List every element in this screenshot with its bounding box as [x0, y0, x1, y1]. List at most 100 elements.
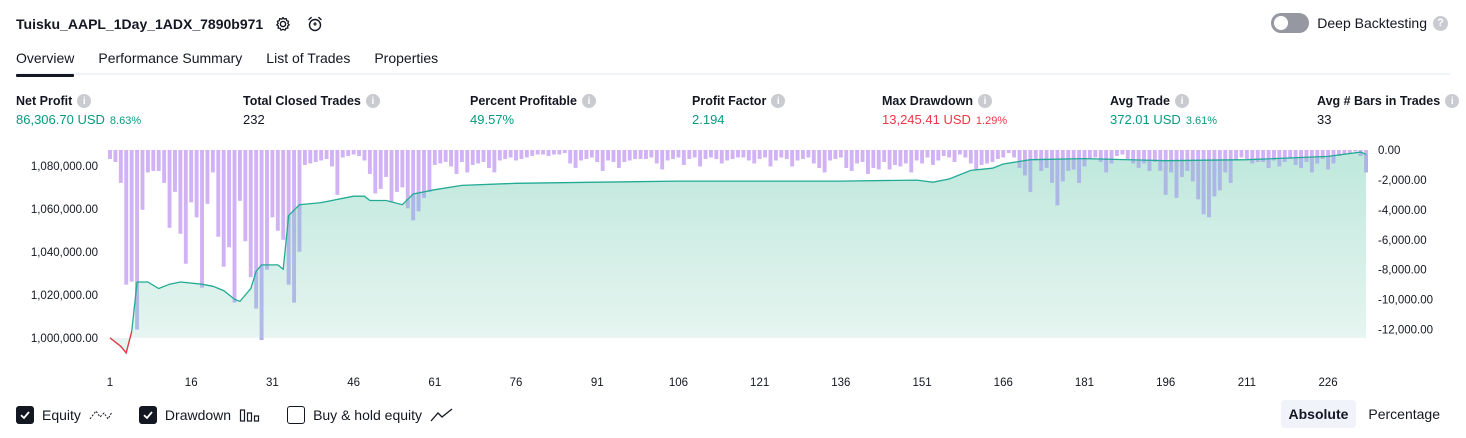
metric-profit-factor: Profit Factor i 2.194: [692, 94, 785, 127]
drawdown-bar: [931, 150, 935, 165]
metric-label: Percent Profitable: [470, 94, 577, 108]
deep-backtesting: Deep Backtesting ?: [1271, 13, 1448, 33]
drawdown-bar: [1093, 150, 1097, 157]
drawdown-bar: [806, 150, 810, 157]
percentage-button[interactable]: Percentage: [1360, 400, 1448, 428]
drawdown-bar: [601, 150, 605, 171]
drawdown-bar-overlap: [1202, 160, 1206, 214]
metric-label: Avg Trade: [1110, 94, 1170, 108]
drawdown-bar: [958, 150, 962, 154]
drawdown-bar-overlap: [298, 205, 302, 252]
metric-percent-profitable: Percent Profitable i 49.57%: [470, 94, 596, 127]
drawdown-bar: [714, 150, 718, 159]
drawdown-bar: [498, 150, 502, 160]
drawdown-bar: [953, 150, 957, 162]
tab-list-of-trades[interactable]: List of Trades: [266, 44, 350, 75]
drawdown-bar: [113, 150, 117, 162]
scale-mode-switch: Absolute Percentage: [1277, 400, 1449, 428]
drawdown-bar-overlap: [1164, 161, 1168, 195]
drawdown-bar-overlap: [1218, 160, 1222, 190]
info-icon[interactable]: i: [978, 94, 992, 108]
drawdown-bar: [189, 150, 193, 202]
drawdown-bar: [828, 150, 832, 160]
tab-performance-summary[interactable]: Performance Summary: [98, 44, 242, 75]
drawdown-bar-overlap: [1191, 160, 1195, 181]
drawdown-bar: [303, 150, 307, 165]
metric-sub-value: 3.61%: [1186, 115, 1217, 127]
drawdown-bar: [736, 150, 740, 157]
info-icon[interactable]: i: [1445, 94, 1459, 108]
drawdown-checkbox[interactable]: [139, 406, 157, 424]
drawdown-bar-overlap: [1310, 157, 1314, 172]
equity-checkbox[interactable]: [16, 406, 34, 424]
drawdown-bar: [395, 150, 399, 192]
drawdown-bar: [216, 150, 220, 237]
info-icon[interactable]: i: [771, 94, 785, 108]
info-icon[interactable]: i: [77, 94, 91, 108]
drawdown-bar: [698, 150, 702, 166]
drawdown-bar: [579, 150, 583, 160]
drawdown-bar-overlap: [1326, 156, 1330, 169]
drawdown-bar: [222, 150, 226, 267]
deep-backtesting-label: Deep Backtesting: [1317, 15, 1427, 31]
tab-properties[interactable]: Properties: [374, 44, 438, 75]
drawdown-bar: [141, 150, 145, 210]
drawdown-bar-overlap: [1196, 160, 1200, 199]
drawdown-bar: [866, 150, 870, 174]
equity-drawdown-chart[interactable]: 1,080,000.00 1,060,000.00 1,040,000.00 1,02…: [0, 140, 1466, 396]
legend-equity[interactable]: Equity: [16, 406, 113, 424]
drawdown-bar: [243, 150, 247, 241]
drawdown-bar: [861, 150, 865, 162]
drawdown-bar: [108, 150, 112, 159]
legend-buy-hold-equity[interactable]: Buy & hold equity: [287, 406, 454, 424]
drawdown-bar-overlap: [1137, 160, 1141, 168]
drawdown-bar: [487, 150, 491, 168]
left-axis-tick: 1,080,000.00: [31, 161, 98, 173]
drawdown-bar: [741, 150, 745, 157]
x-axis-tick: 181: [1075, 377, 1094, 389]
absolute-button[interactable]: Absolute: [1281, 400, 1357, 428]
drawdown-bar: [574, 150, 578, 168]
drawdown-bar: [774, 150, 778, 160]
drawdown-bar: [909, 150, 913, 172]
drawdown-bar: [990, 150, 994, 162]
legend-drawdown[interactable]: Drawdown: [139, 406, 261, 424]
drawdown-bar: [547, 150, 551, 156]
drawdown-bar: [346, 150, 350, 156]
metric-avg-bars-in-trades: Avg # Bars in Trades i 33: [1317, 94, 1459, 127]
drawdown-bar: [455, 150, 459, 174]
tab-overview[interactable]: Overview: [16, 44, 74, 75]
drawdown-bar-overlap: [1147, 160, 1151, 171]
drawdown-bar-overlap: [1294, 158, 1298, 165]
metric-label: Profit Factor: [692, 94, 766, 108]
drawdown-bar: [606, 150, 610, 160]
drawdown-bar: [693, 150, 697, 157]
drawdown-bar-overlap: [1023, 161, 1027, 176]
metric-value: 372.01 USD: [1110, 112, 1181, 127]
buy-hold-checkbox[interactable]: [287, 406, 305, 424]
alarm-add-icon[interactable]: [303, 12, 327, 36]
drawdown-bar-overlap: [1180, 161, 1184, 177]
drawdown-bars-icon: [239, 407, 261, 423]
drawdown-bar: [584, 150, 588, 159]
gear-icon[interactable]: [271, 12, 295, 36]
drawdown-bar: [438, 150, 442, 163]
drawdown-bar: [525, 150, 529, 157]
x-axis-tick: 151: [912, 377, 931, 389]
help-icon[interactable]: ?: [1433, 16, 1448, 31]
info-icon[interactable]: i: [366, 94, 380, 108]
drawdown-bar: [612, 150, 616, 162]
metric-max-drawdown: Max Drawdown i 13,245.41 USD 1.29%: [882, 94, 1007, 127]
deep-backtesting-toggle[interactable]: [1271, 13, 1309, 33]
info-icon[interactable]: i: [1175, 94, 1189, 108]
drawdown-bar-overlap: [1364, 154, 1368, 172]
drawdown-bar: [622, 150, 626, 162]
info-icon[interactable]: i: [582, 94, 596, 108]
drawdown-bar: [373, 150, 377, 193]
drawdown-bar: [963, 150, 967, 157]
drawdown-bar: [779, 150, 783, 157]
legend-label: Equity: [42, 407, 81, 423]
drawdown-bar: [184, 150, 188, 264]
drawdown-bar: [124, 150, 128, 285]
drawdown-bar: [151, 150, 155, 171]
